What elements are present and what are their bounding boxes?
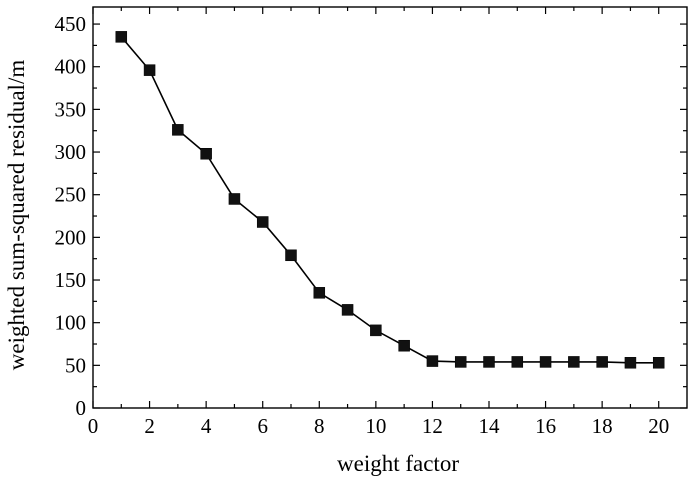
x-tick-label: 16 xyxy=(535,414,556,438)
data-point xyxy=(652,357,665,369)
x-tick-label: 12 xyxy=(422,414,443,438)
y-tick-label: 0 xyxy=(76,396,87,420)
data-point xyxy=(596,356,608,368)
x-tick-label: 10 xyxy=(365,414,386,438)
y-tick-label: 50 xyxy=(65,353,86,377)
y-tick-label: 450 xyxy=(55,12,87,36)
x-axis-label: weight factor xyxy=(337,451,459,476)
x-tick-label: 2 xyxy=(144,414,155,438)
x-tick-label: 18 xyxy=(592,414,613,438)
ticks: 0 2 4 6 8 10 12 14 16 18 2005010015020025030035040… xyxy=(55,7,687,438)
data-point xyxy=(143,64,156,76)
data-point xyxy=(172,124,184,136)
data-point xyxy=(341,304,354,316)
data-point xyxy=(426,355,439,367)
series xyxy=(115,31,665,369)
data-point xyxy=(539,356,552,368)
data-point xyxy=(228,193,241,205)
data-point xyxy=(370,324,382,337)
y-tick-label: 200 xyxy=(55,225,87,249)
y-tick-label: 350 xyxy=(55,97,87,121)
y-tick-label: 150 xyxy=(55,268,87,292)
data-point xyxy=(115,31,128,43)
data-point xyxy=(511,356,524,368)
x-tick-label: 0 xyxy=(88,414,99,438)
data-point xyxy=(454,356,467,368)
data-point xyxy=(285,249,297,262)
x-tick-label: 6 xyxy=(257,414,268,438)
y-axis-label: weighted sum-squared residual/m xyxy=(4,60,29,371)
data-point xyxy=(483,356,495,368)
series-line xyxy=(120,36,659,364)
y-tick-label: 400 xyxy=(55,55,87,79)
x-tick-label: 14 xyxy=(479,414,501,438)
x-tick-label: 20 xyxy=(648,414,669,438)
x-tick-label: 4 xyxy=(201,414,212,438)
data-point xyxy=(624,357,637,369)
x-tick-label: 8 xyxy=(314,414,325,438)
y-tick-label: 100 xyxy=(55,311,87,335)
data-point xyxy=(200,147,212,160)
axes xyxy=(92,6,688,409)
data-point xyxy=(398,339,410,352)
data-point xyxy=(256,216,269,228)
data-point xyxy=(313,287,326,299)
y-tick-label: 250 xyxy=(55,183,87,207)
y-tick-label: 300 xyxy=(55,140,87,164)
plot-frame xyxy=(92,6,688,409)
data-point xyxy=(568,356,580,368)
